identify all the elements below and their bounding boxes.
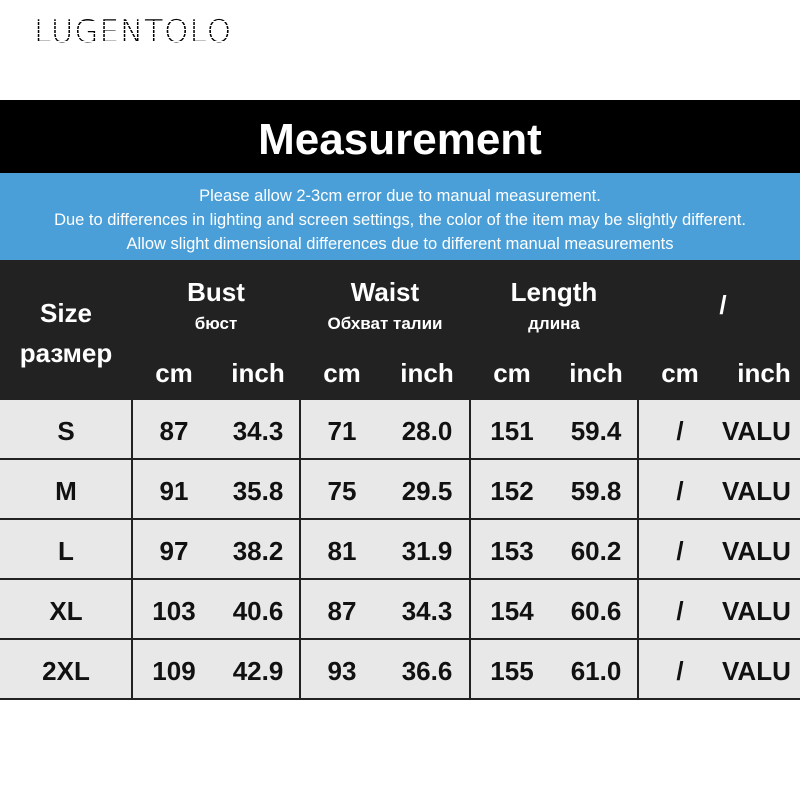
size-cell: L: [58, 536, 74, 566]
value-cell: 109: [152, 656, 196, 686]
value-cell: 81: [327, 536, 357, 566]
page-title: Measurement: [0, 100, 800, 173]
value-cell: VALU: [722, 416, 791, 446]
value-cell: VALU: [722, 656, 791, 686]
value-cell: 61.0: [570, 656, 622, 686]
column-divider: [637, 400, 639, 700]
value-cell: /: [676, 476, 684, 506]
value-cell: 151: [490, 416, 534, 446]
value-cell: 42.9: [232, 656, 284, 686]
unit-cm: cm: [155, 358, 193, 388]
header-length: Length: [510, 277, 598, 307]
column-divider: [131, 400, 133, 700]
value-cell: /: [676, 416, 684, 446]
value-cell: 153: [490, 536, 534, 566]
value-cell: 35.8: [232, 476, 284, 506]
value-cell: 28.0: [401, 416, 453, 446]
value-cell: 93: [327, 656, 357, 686]
header-extra: /: [719, 290, 727, 320]
header-waist: Waist: [350, 277, 420, 307]
size-cell: XL: [49, 596, 83, 626]
header-bust-ru: бюст: [194, 314, 238, 333]
value-cell: 38.2: [232, 536, 284, 566]
unit-inch: inch: [400, 358, 454, 388]
value-cell: 87: [327, 596, 357, 626]
value-cell: 40.6: [232, 596, 284, 626]
table-row: 2XL 109 42.9 93 36.6 155 61.0 / VALU: [0, 640, 800, 700]
value-cell: 91: [159, 476, 189, 506]
header-length-ru: длина: [528, 314, 580, 333]
value-cell: VALU: [722, 596, 791, 626]
value-cell: VALU: [722, 476, 791, 506]
size-table-body: S 87 34.3 71 28.0 151 59.4 / VALU M 91 35.8 75 29.5 15…: [0, 400, 800, 700]
size-cell: S: [57, 416, 75, 446]
value-cell: /: [676, 536, 684, 566]
unit-cm: cm: [661, 358, 699, 388]
unit-cm: cm: [493, 358, 531, 388]
table-row: M 91 35.8 75 29.5 152 59.8 / VALU: [0, 460, 800, 520]
table-row: XL 103 40.6 87 34.3 154 60.6 / VALU: [0, 580, 800, 640]
value-cell: 71: [327, 416, 357, 446]
value-cell: /: [676, 656, 684, 686]
size-cell: 2XL: [42, 656, 90, 686]
header-waist-ru: Обхват талии: [327, 314, 443, 333]
value-cell: 75: [327, 476, 357, 506]
value-cell: VALU: [722, 536, 791, 566]
note: Please allow 2-3cm error due to manual m…: [199, 187, 601, 205]
value-cell: 60.6: [570, 596, 622, 626]
note: Allow slight dimensional differences due…: [126, 235, 674, 253]
value-cell: 154: [490, 596, 534, 626]
brand-logo: LUGENTOLO: [34, 14, 233, 50]
value-cell: 87: [159, 416, 189, 446]
note: Due to differences in lighting and scree…: [54, 211, 746, 229]
value-cell: 59.4: [570, 416, 622, 446]
table-header: Size размер Bust бюст Waist Обхват талии…: [0, 260, 800, 400]
column-divider: [469, 400, 471, 700]
value-cell: 59.8: [570, 476, 622, 506]
notes-banner: Please allow 2-3cm error due to manual m…: [0, 173, 800, 260]
size-cell: M: [55, 476, 77, 506]
value-cell: 36.6: [401, 656, 453, 686]
value-cell: 97: [159, 536, 189, 566]
unit-inch: inch: [569, 358, 623, 388]
table-row: L 97 38.2 81 31.9 153 60.2 / VALU: [0, 520, 800, 580]
header-bust: Bust: [187, 277, 245, 307]
header-size: Size: [39, 298, 93, 328]
value-cell: 152: [490, 476, 534, 506]
value-cell: 34.3: [401, 596, 453, 626]
table-row: S 87 34.3 71 28.0 151 59.4 / VALU: [0, 400, 800, 460]
value-cell: 34.3: [232, 416, 284, 446]
value-cell: 155: [490, 656, 534, 686]
value-cell: 103: [152, 596, 196, 626]
column-divider: [299, 400, 301, 700]
value-cell: 31.9: [401, 536, 453, 566]
value-cell: 29.5: [401, 476, 453, 506]
header-size-ru: размер: [19, 338, 113, 368]
value-cell: 60.2: [570, 536, 622, 566]
unit-inch: inch: [737, 358, 791, 388]
value-cell: /: [676, 596, 684, 626]
unit-inch: inch: [231, 358, 285, 388]
unit-cm: cm: [323, 358, 361, 388]
